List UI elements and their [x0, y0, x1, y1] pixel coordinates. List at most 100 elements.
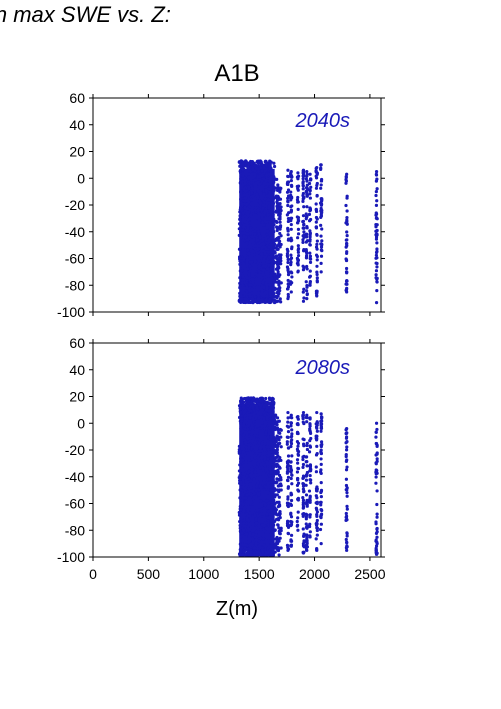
scatter-point	[268, 426, 272, 430]
scatter-point	[301, 214, 306, 218]
scatter-point	[253, 232, 257, 236]
scatter-point	[277, 419, 281, 423]
scatter-point	[305, 420, 309, 424]
scatter-points-2040s	[237, 159, 379, 305]
scatter-point	[256, 229, 261, 234]
y-axis-2080s: 60 40 20 0 -20 -40 -60 -80 -100	[57, 335, 385, 565]
scatter-point	[266, 477, 270, 481]
scatter-point	[304, 515, 308, 519]
scatter-point	[308, 464, 313, 468]
y-tick-label: 0	[77, 170, 85, 186]
scatter-point	[248, 511, 252, 515]
scatter-point	[264, 499, 269, 503]
scatter-point	[248, 439, 252, 443]
scatter-point	[260, 488, 264, 493]
scatter-point	[315, 533, 319, 537]
scatter-point	[345, 548, 349, 552]
scatter-point	[264, 159, 268, 164]
scatter-point	[242, 271, 246, 275]
scatter-point	[315, 242, 319, 247]
scatter-point	[301, 475, 306, 480]
scatter-point	[375, 530, 379, 534]
scatter-point	[374, 190, 378, 194]
scatter-point	[260, 220, 265, 225]
scatter-point	[266, 522, 271, 527]
scatter-point	[238, 262, 242, 267]
scatter-point	[286, 495, 290, 499]
scatter-point	[319, 167, 323, 171]
scatter-point	[270, 530, 274, 534]
scatter-point	[267, 421, 271, 426]
scatter-point	[239, 189, 243, 193]
scatter-point	[273, 242, 277, 246]
scatter-point	[254, 238, 259, 242]
scatter-point	[259, 553, 263, 557]
scatter-point	[266, 435, 271, 439]
scatter-point	[261, 272, 265, 276]
panel-label-2080s: 2080s	[295, 357, 351, 379]
scatter-point	[286, 257, 290, 262]
scatter-point	[245, 416, 249, 421]
scatter-point	[251, 532, 255, 537]
scatter-point	[259, 252, 264, 256]
scatter-point	[307, 524, 312, 529]
scatter-point	[296, 244, 300, 248]
scatter-point	[269, 404, 274, 408]
scatter-point	[262, 242, 266, 246]
scatter-point	[375, 457, 379, 461]
scatter-point	[319, 443, 323, 447]
scatter-point	[272, 286, 276, 290]
scatter-point	[277, 259, 281, 263]
scatter-point	[286, 174, 290, 178]
scatter-point	[270, 544, 274, 548]
scatter-point	[254, 538, 258, 542]
scatter-point	[314, 522, 318, 526]
scatter-point	[268, 176, 272, 181]
scatter-point	[246, 427, 250, 431]
y-tick-label: 40	[69, 117, 85, 133]
scatter-point	[308, 515, 312, 519]
scatter-point	[264, 485, 268, 489]
scatter-point	[278, 202, 282, 206]
scatter-point	[241, 248, 245, 252]
scatter-point	[308, 189, 312, 193]
scatter-point	[261, 468, 265, 472]
scatter-point	[238, 180, 243, 185]
scatter-point	[247, 185, 251, 189]
scatter-point	[241, 261, 245, 265]
scatter-point	[319, 457, 323, 461]
scatter-point	[253, 295, 257, 299]
scatter-point	[305, 179, 309, 183]
scatter-point	[249, 198, 253, 202]
scatter-point	[244, 300, 248, 304]
scatter-point	[296, 466, 301, 471]
scatter-point	[286, 292, 290, 297]
y-tick-label: -80	[65, 522, 85, 538]
scatter-point	[278, 197, 283, 201]
scatter-point	[265, 267, 270, 271]
scatter-point	[265, 494, 270, 498]
scatter-point	[259, 456, 263, 460]
scatter-point	[276, 183, 280, 187]
scatter-point	[374, 538, 378, 542]
scatter-point	[262, 543, 267, 548]
scatter-point	[345, 222, 349, 226]
scatter-point	[251, 194, 255, 198]
scatter-point	[374, 421, 379, 425]
scatter-point	[250, 217, 254, 221]
scatter-point	[266, 213, 270, 217]
scatter-point	[301, 413, 305, 418]
scatter-point	[305, 548, 309, 552]
scatter-point	[248, 269, 252, 273]
scatter-point	[307, 212, 312, 216]
scatter-point	[250, 451, 255, 455]
figure-heading: in max SWE vs. Z:	[0, 2, 171, 27]
scatter-point	[278, 456, 282, 460]
scatter-point	[247, 514, 251, 518]
scatter-point	[296, 481, 301, 485]
scatter-point	[319, 270, 323, 274]
scatter-point	[237, 299, 242, 303]
scatter-point	[308, 416, 312, 420]
scatter-point	[268, 414, 273, 418]
scatter-point	[279, 281, 283, 285]
